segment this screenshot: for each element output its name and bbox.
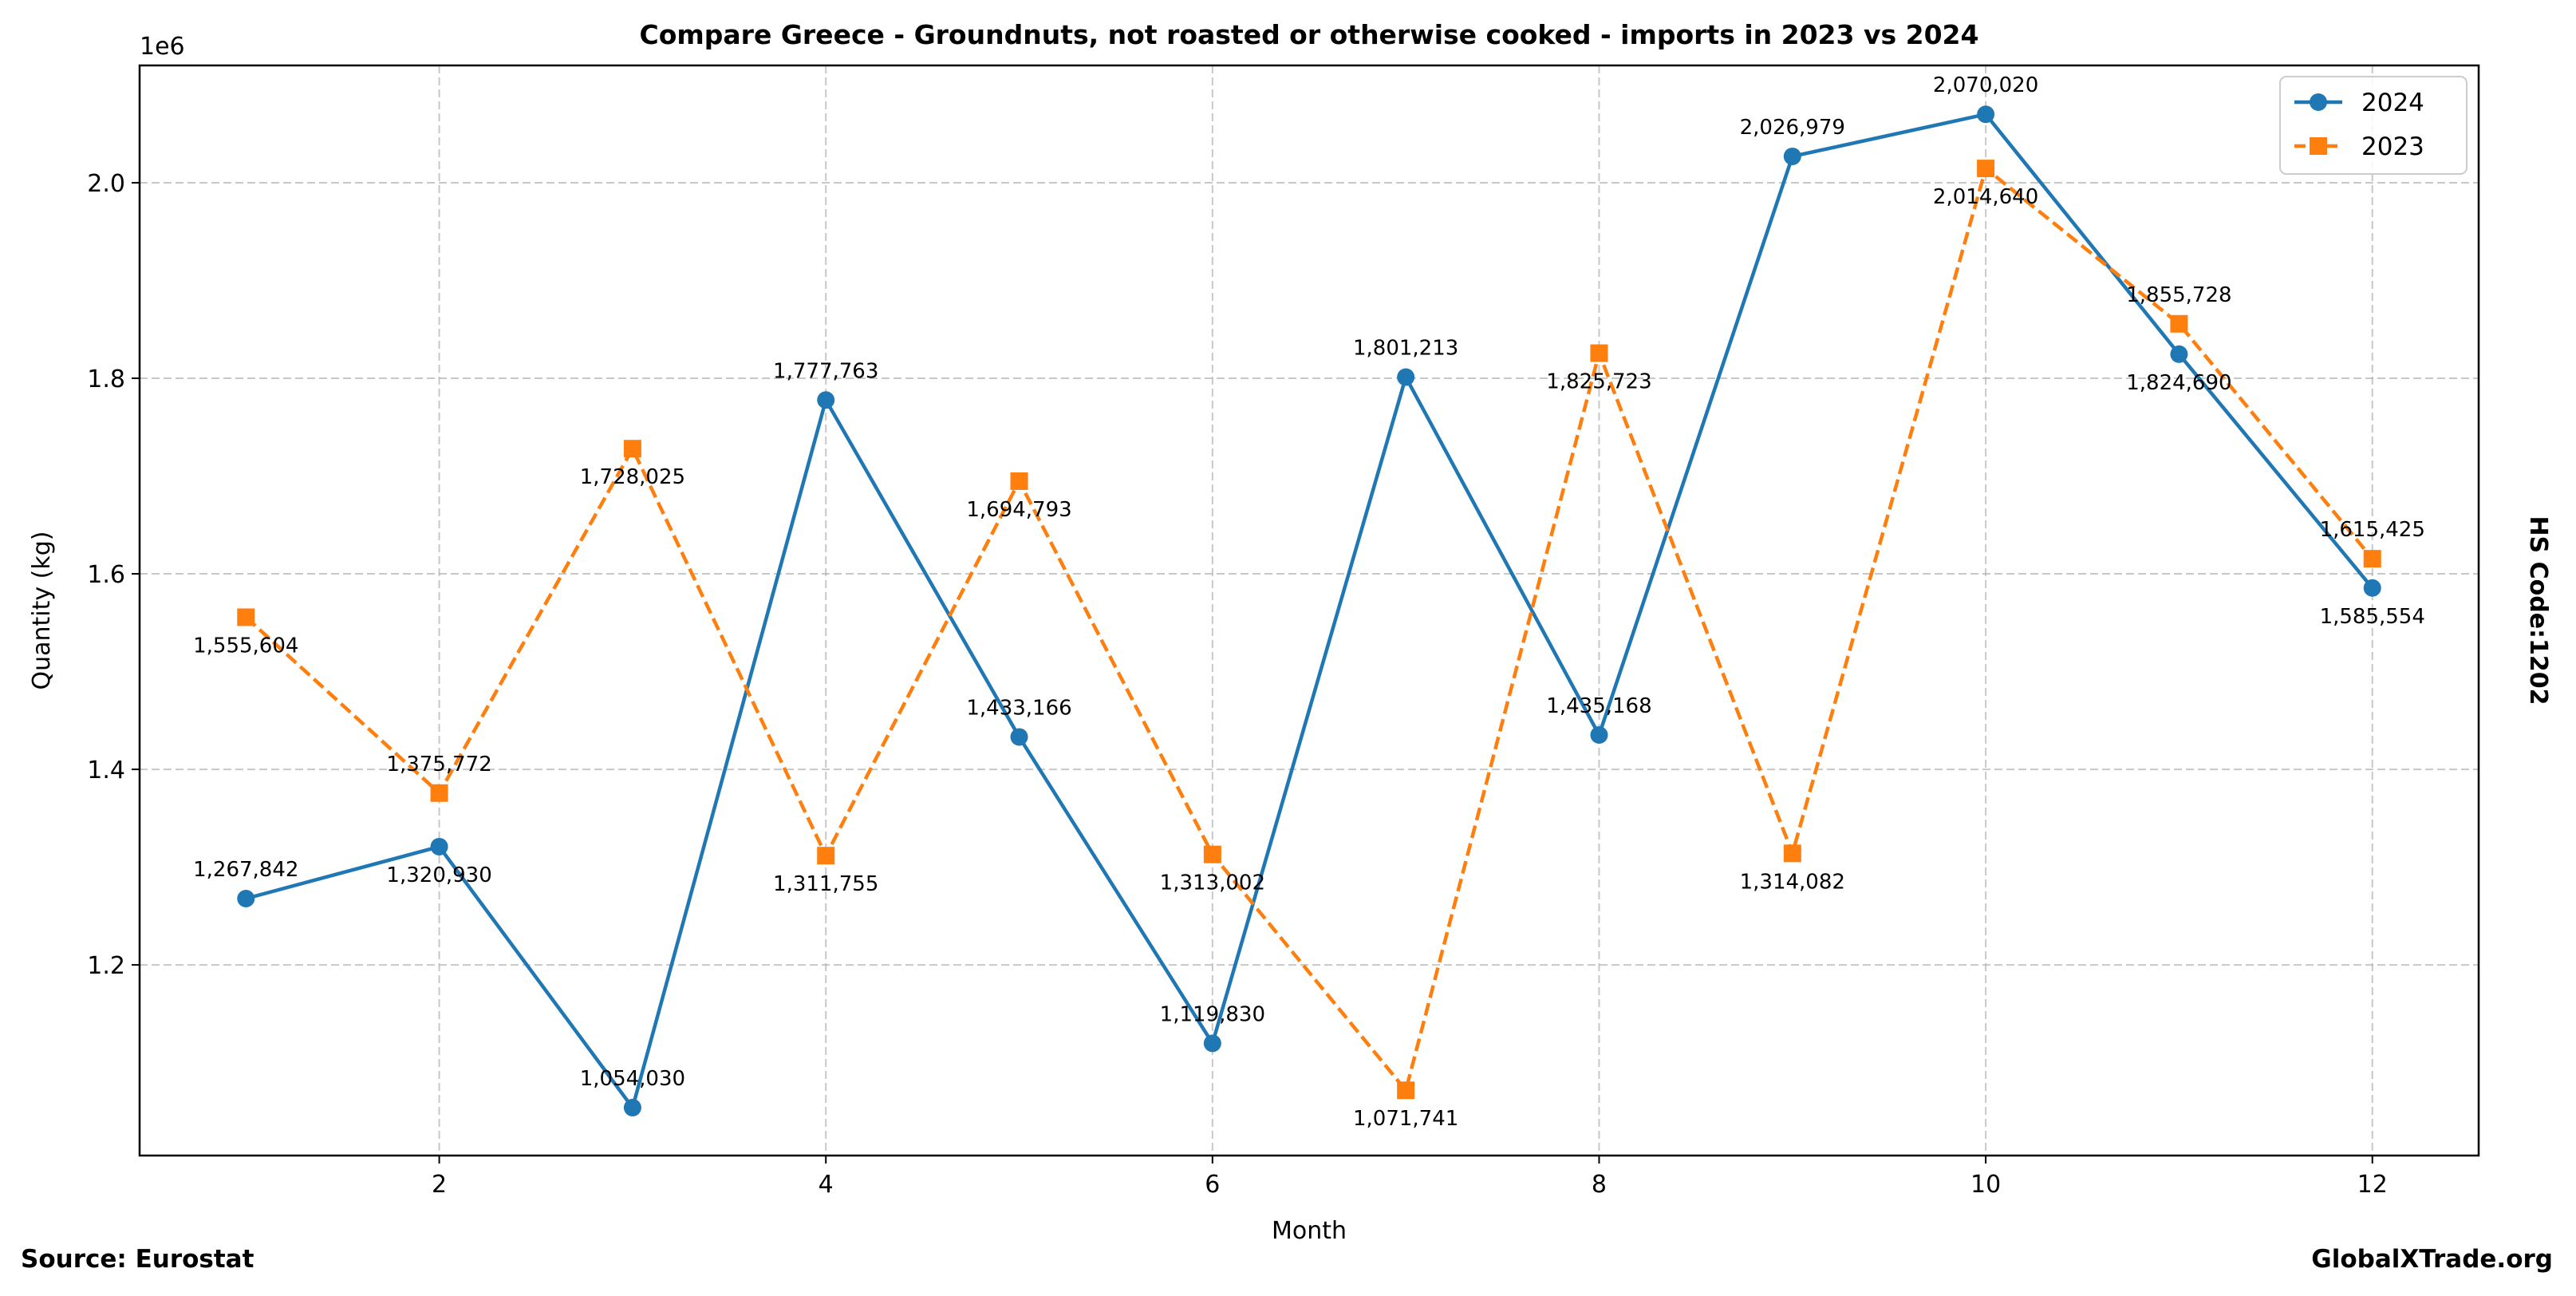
data-point-2024	[430, 837, 448, 855]
data-point-2023	[1783, 844, 1801, 863]
series-line-2023	[244, 165, 2374, 1095]
data-label-2023: 1,314,082	[1740, 870, 1845, 894]
grid	[140, 65, 2479, 1156]
x-tick-label: 4	[819, 1171, 834, 1199]
y-tick-label: 2.0	[87, 170, 125, 198]
data-label-2023: 1,694,793	[966, 498, 1071, 522]
data-label-2024: 2,026,979	[1740, 116, 1845, 140]
data-point-2024	[1203, 1034, 1221, 1053]
x-tick-label: 6	[1205, 1171, 1220, 1199]
data-point-2024	[2170, 345, 2188, 363]
data-point-2024	[817, 391, 835, 409]
data-point-2024	[1397, 368, 1415, 386]
series-line-2024	[245, 112, 2374, 1112]
legend-label-2024: 2024	[2361, 89, 2424, 117]
data-label-2024: 1,433,166	[966, 696, 1071, 720]
data-point-2024	[1783, 147, 1801, 165]
data-label-2024: 2,070,020	[1933, 73, 2038, 97]
data-point-2023	[2363, 550, 2381, 568]
data-point-2023	[1977, 160, 1995, 178]
x-axis-label: Month	[1272, 1217, 1347, 1245]
data-label-2024: 1,585,554	[2320, 605, 2425, 629]
data-label-2023: 1,728,025	[580, 465, 685, 489]
data-label-2023: 1,311,755	[773, 872, 878, 896]
data-label-2023: 1,071,741	[1353, 1107, 1458, 1131]
data-label-2023: 1,615,425	[2320, 518, 2425, 542]
data-point-2024	[1977, 105, 1995, 124]
chart-title: Compare Greece - Groundnuts, not roasted…	[640, 19, 1979, 50]
ticks: 2 4 6 8 10 12 1.2 1.4 1.6 1.8 2.0	[87, 170, 2388, 1199]
data-point-2023	[1590, 344, 1608, 362]
data-point-2024	[623, 1098, 641, 1116]
data-label-2023: 1,555,604	[193, 634, 298, 658]
data-point-2023	[1397, 1081, 1415, 1100]
data-label-2024: 1,777,763	[773, 359, 878, 383]
data-label-2024: 1,824,690	[2126, 371, 2231, 395]
annotation-layer: 1,267,842 1,320,930 1,054,030 1,777,763 1,43…	[193, 73, 2425, 1131]
data-point-2023	[817, 847, 835, 865]
plot-frame	[138, 64, 2480, 1157]
data-label-2023: 2,014,640	[1933, 185, 2038, 209]
x-tick-label: 10	[1970, 1171, 2001, 1199]
data-label-2024: 1,119,830	[1160, 1002, 1265, 1026]
data-label-2024: 1,054,030	[580, 1067, 685, 1091]
x-tick-label: 12	[2357, 1171, 2388, 1199]
data-label-2024: 1,435,168	[1546, 694, 1651, 718]
data-point-2024	[1590, 725, 1608, 744]
data-point-2023	[623, 440, 641, 458]
data-label-2023: 1,855,728	[2126, 283, 2231, 307]
legend-label-2023: 2023	[2361, 132, 2424, 161]
legend: 2024 2023	[2279, 76, 2468, 175]
data-point-2024	[2363, 579, 2381, 597]
data-point-2023	[237, 608, 255, 626]
x-tick-label: 2	[432, 1171, 447, 1199]
y-tick-label: 1.6	[87, 561, 125, 589]
data-label-2024: 1,801,213	[1353, 337, 1458, 361]
x-tick-label: 8	[1592, 1171, 1607, 1199]
y-offset-label: 1e6	[140, 33, 185, 61]
y-axis-label: Quantity (kg)	[28, 531, 56, 690]
data-point-2024	[1010, 728, 1028, 746]
hs-code-label: HS Code:1202	[2524, 516, 2552, 705]
data-label-2024: 1,320,930	[386, 863, 491, 887]
legend-marker-2024	[2310, 93, 2327, 111]
y-tick-label: 1.2	[87, 952, 125, 980]
data-point-2023	[1010, 472, 1028, 490]
y-tick-label: 1.4	[87, 757, 125, 784]
series-layer	[237, 105, 2381, 1116]
data-point-2024	[237, 889, 255, 907]
data-point-2023	[430, 784, 448, 802]
data-label-2023: 1,825,723	[1546, 370, 1651, 394]
data-label-2023: 1,375,772	[386, 753, 491, 776]
data-label-2023: 1,313,002	[1160, 871, 1265, 895]
y-tick-label: 1.8	[87, 365, 125, 393]
source-label: Source: Eurostat	[21, 1245, 254, 1274]
data-point-2023	[1203, 845, 1221, 863]
brand-label: GlobalXTrade.org	[2311, 1245, 2553, 1274]
data-point-2023	[2170, 314, 2188, 333]
data-label-2024: 1,267,842	[193, 858, 298, 882]
legend-marker-2023	[2310, 137, 2327, 155]
